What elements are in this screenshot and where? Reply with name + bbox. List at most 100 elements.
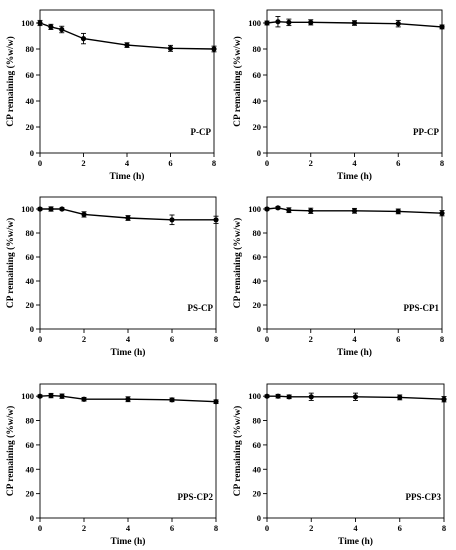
x-tick-label: 6 — [170, 334, 174, 344]
x-axis-label: Time (h) — [111, 536, 146, 547]
y-tick-label: 20 — [26, 489, 35, 499]
data-point — [397, 394, 403, 400]
y-tick-label: 100 — [21, 18, 34, 28]
data-point — [213, 399, 219, 405]
data-point — [439, 24, 445, 30]
data-point — [275, 393, 281, 399]
x-tick-label: 6 — [396, 158, 400, 168]
y-tick-label: 0 — [30, 324, 34, 334]
y-tick-label: 0 — [257, 513, 261, 523]
x-axis-label: Time (h) — [337, 347, 372, 358]
data-point — [48, 392, 54, 399]
panel-label: PS-CP — [188, 303, 214, 313]
data-point — [81, 211, 87, 217]
x-tick-label: 8 — [214, 334, 218, 344]
x-tick-label: 2 — [82, 334, 86, 344]
x-tick-label: 4 — [353, 523, 358, 533]
y-axis-label: CP remaining (%w/w) — [5, 406, 16, 497]
x-tick-label: 2 — [309, 334, 313, 344]
y-tick-label: 40 — [26, 464, 35, 474]
x-tick-label: 8 — [442, 523, 446, 533]
y-tick-label: 20 — [26, 300, 35, 310]
chart-panel: 0 20 40 60 80 100 0 2 4 6 8 Time (h) CP remaining (%… — [232, 9, 445, 182]
panel-label: PPS-CP1 — [404, 303, 440, 313]
data-point — [308, 208, 314, 214]
data-point — [37, 20, 43, 26]
data-point — [439, 210, 445, 216]
panel-label: P-CP — [191, 127, 212, 137]
x-tick-label: 4 — [126, 523, 131, 533]
data-point — [167, 45, 174, 51]
chart-panel: 0 20 40 60 80 100 0 2 4 6 8 Time (h) CP remaining (%… — [5, 196, 219, 358]
panel-label: PPS-CP3 — [406, 492, 442, 502]
y-tick-label: 40 — [26, 276, 35, 286]
y-tick-label: 100 — [248, 204, 261, 214]
x-tick-label: 0 — [38, 158, 42, 168]
y-tick-label: 80 — [26, 44, 35, 54]
y-tick-label: 80 — [26, 416, 35, 426]
data-point — [59, 206, 65, 212]
y-tick-label: 100 — [248, 18, 261, 28]
y-axis-label: CP remaining (%w/w) — [232, 218, 243, 309]
data-point — [352, 394, 359, 400]
data-point — [395, 208, 401, 214]
y-axis-label: CP remaining (%w/w) — [232, 406, 243, 497]
y-tick-label: 40 — [253, 276, 262, 286]
x-tick-label: 0 — [265, 334, 269, 344]
y-tick-label: 20 — [26, 122, 35, 132]
chart-panel: 0 20 40 60 80 100 0 2 4 6 8 Time (h) CP remaining (%… — [5, 383, 219, 547]
data-point — [169, 397, 175, 403]
data-point — [395, 21, 401, 27]
x-tick-label: 4 — [126, 334, 131, 344]
y-axis-label: CP remaining (%w/w) — [5, 218, 16, 309]
data-point — [37, 393, 43, 399]
x-axis-label: Time (h) — [337, 171, 372, 182]
y-tick-label: 0 — [257, 324, 261, 334]
y-tick-label: 60 — [253, 252, 262, 262]
y-tick-label: 0 — [257, 148, 261, 158]
x-tick-label: 8 — [212, 158, 216, 168]
y-axis-label: CP remaining (%w/w) — [232, 36, 243, 127]
y-tick-label: 0 — [30, 513, 34, 523]
data-point — [211, 46, 217, 52]
x-tick-label: 8 — [440, 158, 444, 168]
y-tick-label: 60 — [253, 440, 262, 450]
data-point — [264, 20, 270, 26]
y-tick-label: 80 — [253, 416, 262, 426]
data-point — [264, 393, 270, 399]
y-tick-label: 60 — [26, 252, 35, 262]
data-point — [59, 393, 65, 399]
x-tick-label: 6 — [168, 158, 172, 168]
x-tick-label: 0 — [38, 334, 42, 344]
x-tick-label: 8 — [214, 523, 218, 533]
x-tick-label: 0 — [265, 523, 269, 533]
data-point — [81, 396, 87, 402]
data-point — [351, 208, 358, 214]
chart-panel: 0 20 40 60 80 100 0 2 4 6 8 Time (h) CP remaining (%… — [5, 9, 217, 182]
data-point — [169, 217, 175, 223]
x-tick-label: 2 — [309, 523, 313, 533]
data-point — [125, 396, 131, 402]
panel-label: PPS-CP2 — [178, 492, 214, 502]
data-point — [59, 26, 65, 33]
y-tick-label: 20 — [253, 300, 262, 310]
x-tick-label: 6 — [398, 523, 402, 533]
x-tick-label: 2 — [82, 523, 86, 533]
y-tick-label: 100 — [248, 391, 261, 401]
data-point — [213, 217, 219, 223]
y-tick-label: 60 — [26, 70, 35, 80]
y-tick-label: 20 — [253, 122, 262, 132]
x-tick-label: 0 — [38, 523, 42, 533]
y-tick-label: 0 — [30, 148, 34, 158]
y-tick-label: 60 — [253, 70, 262, 80]
data-point — [441, 396, 447, 402]
data-point — [351, 20, 358, 26]
data-point — [308, 19, 314, 25]
chart-panel: 0 20 40 60 80 100 0 2 4 6 8 Time (h) CP remaining (%… — [232, 196, 445, 358]
x-axis-label: Time (h) — [111, 347, 146, 358]
y-axis-label: CP remaining (%w/w) — [5, 36, 16, 127]
data-point — [308, 394, 314, 400]
x-tick-label: 2 — [81, 158, 85, 168]
chart-panel: 0 20 40 60 80 100 0 2 4 6 8 Time (h) CP remaining (%… — [232, 383, 447, 547]
